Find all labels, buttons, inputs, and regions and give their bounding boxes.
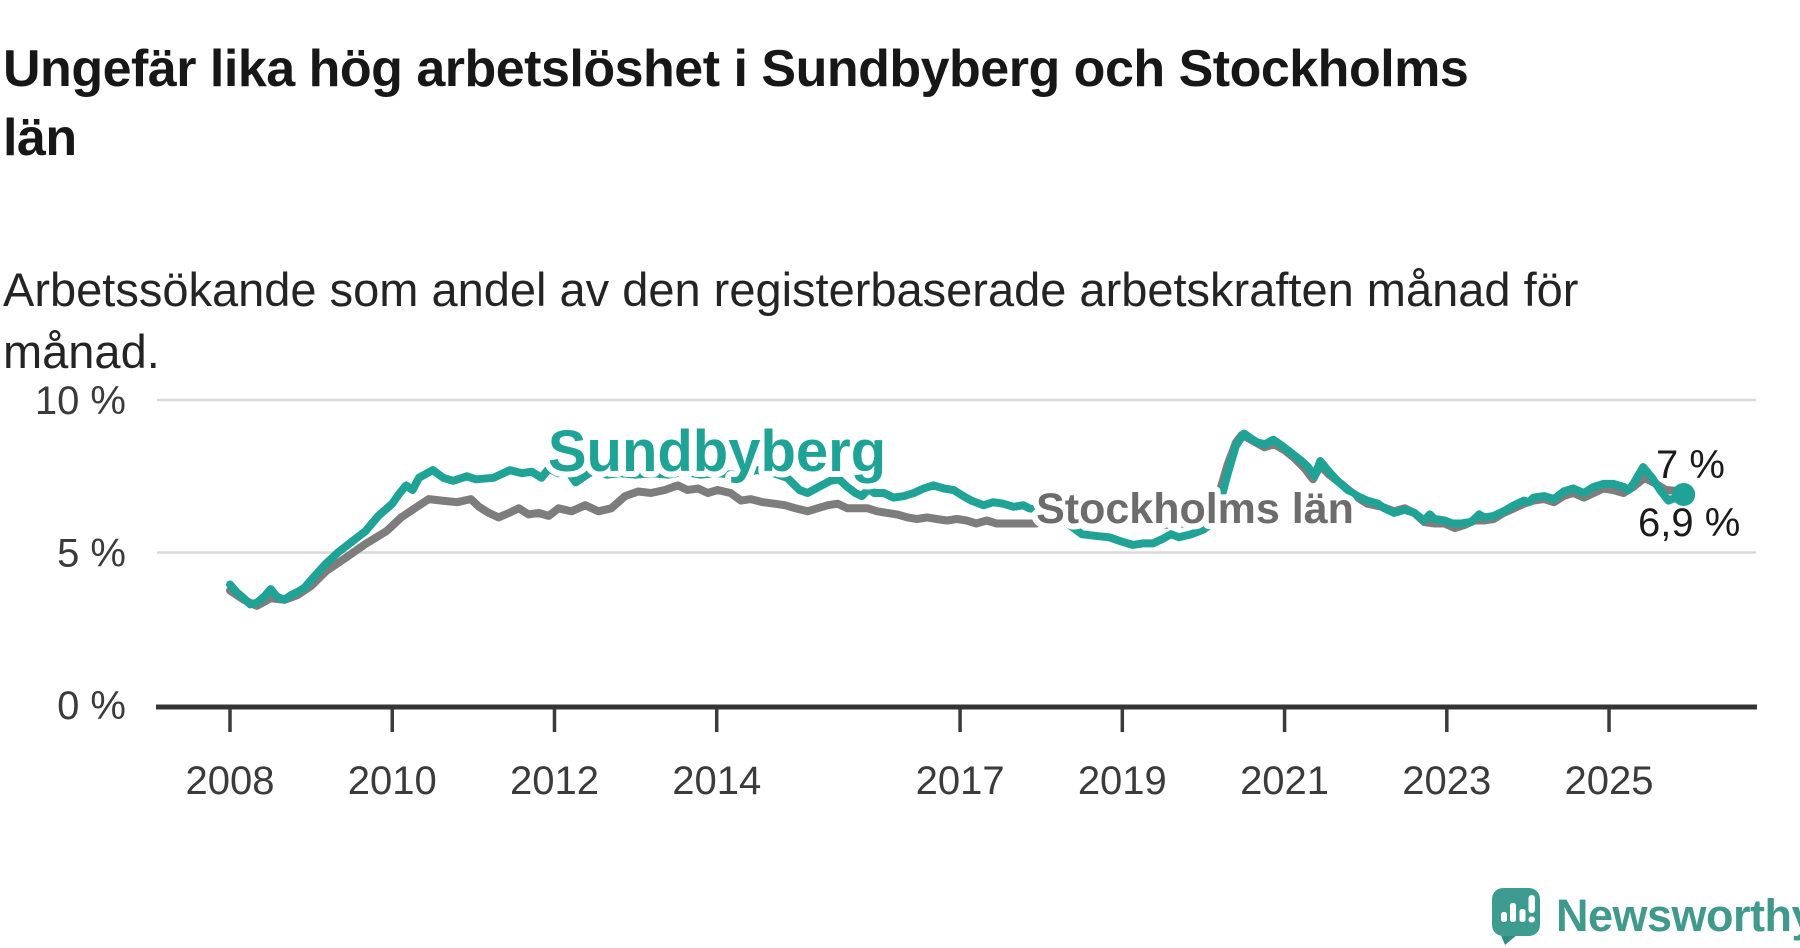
end-value-label-sundbyberg: 6,9 % <box>1638 501 1740 545</box>
x-tick-label: 2014 <box>672 759 761 803</box>
chart-title: Ungefär lika hög arbetslöshet i Sundbybe… <box>3 39 1469 167</box>
x-tick-label: 2025 <box>1565 759 1654 803</box>
x-axis <box>156 704 1757 732</box>
y-tick-label: 5 % <box>57 532 126 576</box>
series-lines <box>226 429 1696 610</box>
y-tick-label: 0 % <box>57 684 126 728</box>
end-value-label-stockholms-lan: 7 % <box>1656 443 1725 487</box>
x-tick-label: 2023 <box>1402 759 1491 803</box>
x-tick-label: 2008 <box>186 759 275 803</box>
y-tick-labels: 0 % 5 % 10 % <box>35 379 126 728</box>
series-end-dot <box>1672 483 1696 507</box>
x-tick-label: 2019 <box>1078 759 1167 803</box>
x-tick-label: 2017 <box>916 759 1005 803</box>
gridlines <box>157 398 1756 554</box>
x-tick-label: 2010 <box>348 759 437 803</box>
series-line-sundbyberg <box>226 429 1688 609</box>
y-tick-label: 10 % <box>35 379 126 423</box>
x-tick-label: 2012 <box>510 759 599 803</box>
x-tick-labels: 2008 2010 2012 2014 2017 2019 2021 2023 2025 <box>186 759 1654 803</box>
bar-chart-exclamation-icon <box>1501 895 1535 923</box>
newsworthy-logo: Newsworthy <box>1492 888 1800 945</box>
x-tick-label: 2021 <box>1240 759 1329 803</box>
logo-wordmark: Newsworthy <box>1556 890 1800 941</box>
chart-subtitle: Arbetssökande som andel av den registerb… <box>3 263 1579 378</box>
series-annotations: Sundbyberg 6,9 % Stockholms län 7 % <box>542 413 1740 545</box>
series-label-sundbyberg: Sundbyberg <box>548 419 886 484</box>
series-label-stockholms-lan: Stockholms län <box>1036 485 1354 533</box>
